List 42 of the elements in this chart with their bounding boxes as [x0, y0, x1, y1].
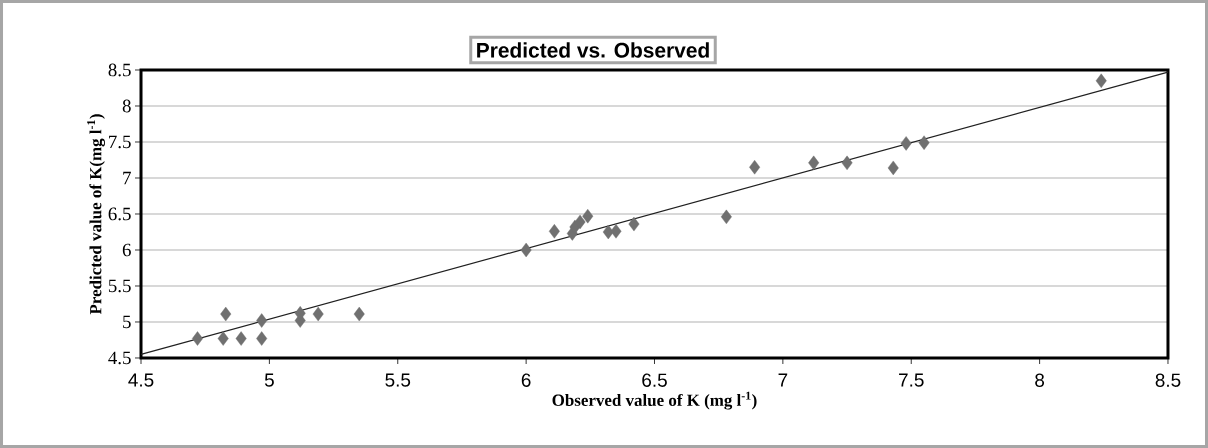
point	[918, 135, 930, 150]
chart-title: Predicted vs. Observed	[477, 42, 709, 58]
point	[192, 331, 203, 346]
y-tick-label: 5.5	[108, 279, 131, 293]
point	[312, 306, 324, 322]
point	[235, 331, 247, 346]
y-tick-label: 7.5	[109, 135, 131, 149]
y-tick-label: 8.5	[108, 63, 131, 77]
point	[220, 306, 232, 322]
y-tick-label: 4.5	[108, 351, 131, 365]
point	[574, 214, 586, 230]
point	[900, 136, 912, 151]
x-tick-label: 6	[521, 373, 531, 387]
y-tick-label: 8	[122, 99, 131, 113]
y-axis-title: Predicted value of K(mg l$^{-1}$)	[87, 114, 105, 315]
point	[520, 242, 532, 258]
x-tick-label: 6.5	[642, 373, 667, 387]
point	[808, 155, 820, 171]
x-tick-label: 7.5	[899, 373, 924, 387]
point	[582, 208, 594, 224]
point	[749, 159, 761, 175]
point	[720, 209, 732, 225]
point	[548, 224, 560, 239]
x-tick-label: 5	[264, 373, 274, 387]
point	[1095, 73, 1107, 88]
point	[256, 313, 268, 328]
point	[628, 216, 640, 232]
y-tick-label: 6.5	[108, 207, 131, 221]
x-axis-title: Observed value of K (mg l$^{-1}$)	[552, 391, 757, 410]
y-tick-label: 6	[122, 243, 131, 257]
point	[610, 224, 622, 239]
x-tick-label: 8.5	[1155, 373, 1181, 387]
point	[353, 306, 365, 322]
point	[256, 331, 268, 346]
y-tick-label: 5	[123, 315, 131, 329]
y-tick-label: 7	[123, 171, 131, 185]
point	[887, 160, 899, 176]
point	[217, 331, 229, 346]
x-tick-label: 5.5	[385, 373, 411, 387]
x-tick-label: 8	[1035, 373, 1045, 387]
point	[841, 155, 853, 171]
x-tick-label: 7	[778, 373, 788, 387]
